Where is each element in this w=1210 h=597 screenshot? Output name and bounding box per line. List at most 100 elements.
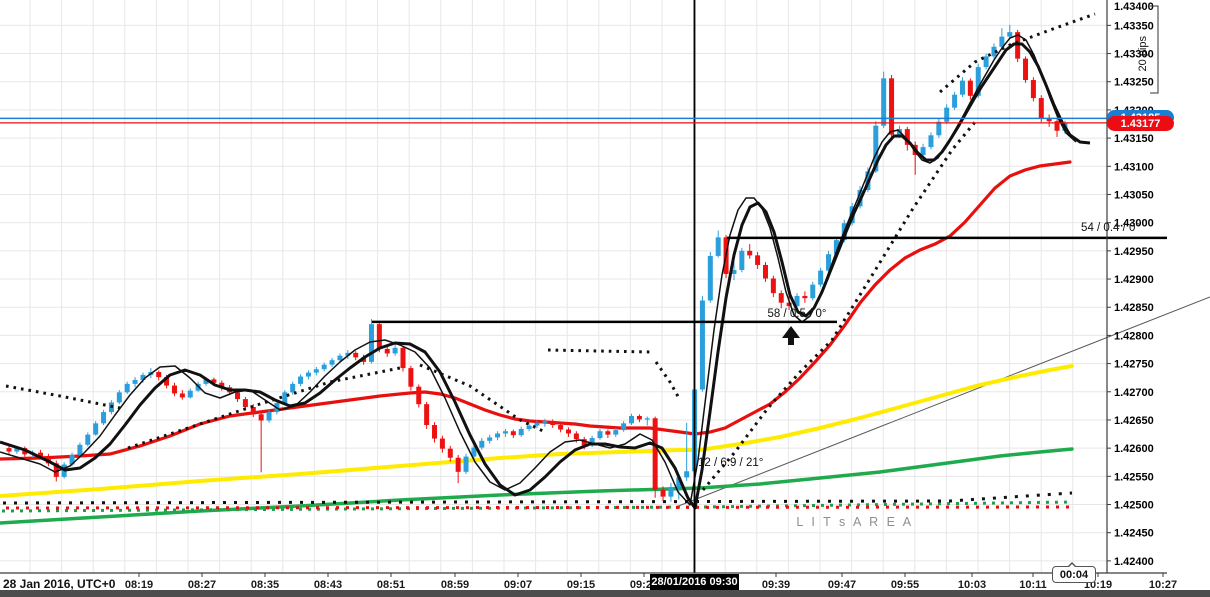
candle-body — [731, 270, 737, 274]
candle-body — [305, 372, 311, 377]
time-axis-label: 09:15 — [567, 579, 595, 591]
price-axis-label: 1.42450 — [1114, 528, 1154, 540]
candle-body — [432, 425, 438, 439]
time-axis-label: 10:11 — [1019, 579, 1047, 591]
candle-body — [534, 422, 540, 426]
candle-body — [707, 255, 713, 301]
time-axis-label: 09:55 — [891, 579, 919, 591]
time-axis-label: 08:59 — [441, 579, 469, 591]
candle-body — [164, 377, 170, 386]
candle-body — [392, 347, 398, 354]
candle-body — [762, 264, 768, 279]
candle-body — [124, 383, 130, 393]
candle-body — [928, 135, 934, 148]
candle-body — [211, 379, 217, 383]
candle-body — [873, 125, 879, 172]
candle-body — [6, 448, 12, 452]
price-axis-label: 1.43250 — [1114, 77, 1154, 89]
sar-dotted-trail — [939, 12, 1096, 94]
candle-body — [794, 295, 800, 307]
candle-body — [755, 255, 761, 265]
breakout-angle-label: 12 / 6.9 / 21° — [698, 457, 763, 469]
candle-body — [447, 448, 453, 458]
candle-body — [510, 431, 516, 436]
candle-body — [266, 412, 272, 421]
ma-black-thick-line — [0, 42, 1091, 510]
price-axis-label: 1.42750 — [1114, 359, 1154, 371]
buy-signal-arrow-icon — [781, 326, 801, 348]
candle-body — [810, 284, 816, 299]
pips-bracket-label: 20 pips — [1137, 36, 1149, 72]
candle-body — [889, 78, 895, 135]
candle-body — [518, 428, 524, 436]
candle-body — [321, 364, 327, 370]
candle-body — [408, 368, 414, 387]
price-axis-label: 1.43300 — [1114, 49, 1154, 61]
time-axis-label: 08:27 — [188, 579, 216, 591]
candle-body — [290, 383, 296, 393]
sar-dotted-trail — [127, 366, 401, 450]
candle-body — [920, 147, 926, 156]
candle-body — [597, 431, 603, 438]
price-axis-label: 1.43350 — [1114, 20, 1154, 32]
candle-body — [786, 302, 792, 307]
candle-body — [967, 80, 973, 96]
ma-black-thin-line — [0, 34, 1077, 506]
price-axis-label: 1.42500 — [1114, 500, 1154, 512]
candle-body — [565, 429, 571, 434]
ma-red-line — [0, 160, 1072, 461]
candle-body — [77, 444, 83, 455]
candle-body — [747, 250, 753, 256]
candle-body — [93, 423, 99, 435]
bottom-scrollbar[interactable] — [0, 590, 1210, 597]
trendline[interactable] — [675, 296, 1210, 508]
candle-body — [605, 431, 611, 435]
last-price-badge: 1.43177 — [1107, 116, 1174, 131]
time-axis-label: 09:47 — [828, 579, 856, 591]
candle-body — [400, 347, 406, 369]
candle-body — [1046, 118, 1052, 122]
candle-body — [629, 416, 635, 424]
candle-body — [652, 418, 658, 490]
time-axis-label: 08:19 — [125, 579, 153, 591]
time-axis-label: 09:39 — [762, 579, 790, 591]
candle-body — [439, 438, 445, 449]
candle-body — [282, 392, 288, 404]
candle-body — [1030, 80, 1036, 99]
candle-body — [345, 352, 351, 356]
candle-body — [589, 437, 595, 446]
candle-body — [1054, 121, 1060, 131]
candle-body — [495, 433, 501, 438]
price-axis-label: 1.43150 — [1114, 133, 1154, 145]
price-axis-label: 1.42700 — [1114, 387, 1154, 399]
candle-body — [384, 348, 390, 354]
candle-body — [959, 80, 965, 95]
candle-body — [1038, 98, 1044, 119]
candle-body — [1007, 32, 1013, 37]
candle-body — [101, 412, 107, 424]
candle-body — [195, 383, 201, 391]
candle-body — [455, 457, 461, 472]
candle-body — [203, 379, 209, 384]
price-axis-label: 1.42850 — [1114, 302, 1154, 314]
candle-body — [699, 300, 705, 390]
candle-body — [581, 439, 587, 446]
candle-body — [416, 386, 422, 405]
candle-body — [1023, 58, 1029, 81]
price-axis-label: 1.42950 — [1114, 246, 1154, 258]
candle-body — [991, 46, 997, 57]
candle-body — [471, 447, 477, 457]
candle-body — [85, 434, 91, 445]
candle-body — [542, 421, 548, 423]
level-label-upper: 54 / 0.4 / 0° — [1081, 222, 1140, 234]
price-axis-label: 1.42600 — [1114, 443, 1154, 455]
price-axis-label: 1.42400 — [1114, 556, 1154, 568]
candle-body — [818, 270, 824, 285]
candle-body — [558, 425, 564, 430]
candle-body — [187, 390, 193, 398]
candle-body — [14, 448, 20, 452]
price-axis-label: 1.42550 — [1114, 471, 1154, 483]
candle-body — [715, 237, 721, 256]
